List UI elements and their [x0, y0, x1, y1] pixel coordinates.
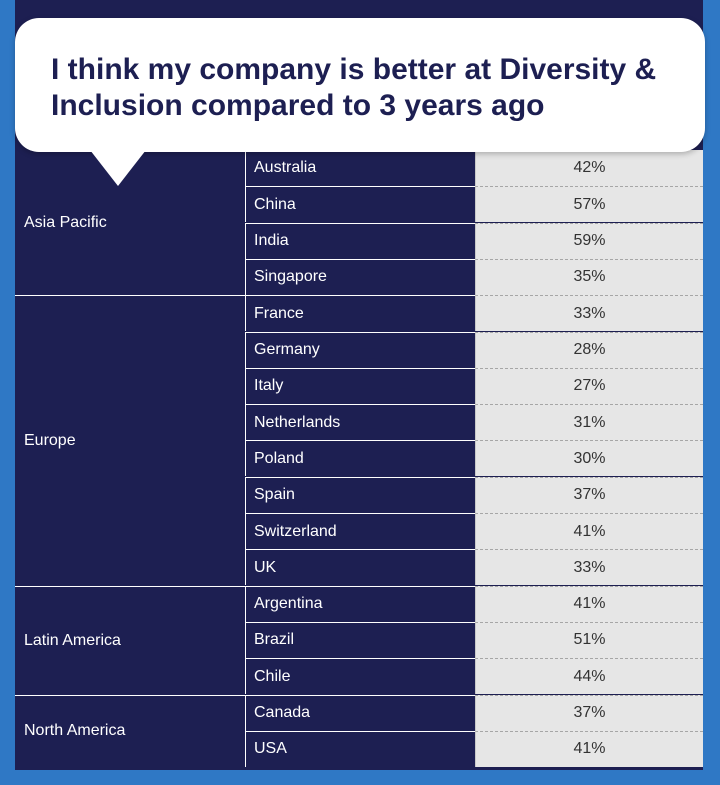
country-cell: Singapore: [245, 258, 475, 295]
value-cell: 57%: [475, 186, 703, 223]
value-cell: 33%: [475, 295, 703, 332]
value-cell: 28%: [475, 331, 703, 368]
value-cell: 51%: [475, 621, 703, 658]
country-cell: India: [245, 222, 475, 259]
table-row: Brazil 51%: [245, 621, 703, 658]
table-row: France 33%: [245, 295, 703, 332]
country-cell: Italy: [245, 367, 475, 404]
value-cell: 35%: [475, 258, 703, 295]
region-cell: Asia Pacific: [15, 150, 245, 295]
table-row: Switzerland 41%: [245, 513, 703, 549]
table-row: Italy 27%: [245, 367, 703, 404]
country-cell: Switzerland: [245, 513, 475, 549]
table-row: Germany 28%: [245, 331, 703, 368]
value-cell: 59%: [475, 222, 703, 259]
country-cell: USA: [245, 730, 475, 767]
region-cell: North America: [15, 694, 245, 768]
value-cell: 41%: [475, 730, 703, 767]
value-cell: 44%: [475, 658, 703, 695]
table-row: Singapore 35%: [245, 258, 703, 295]
table-row: Argentina 41%: [245, 585, 703, 622]
chart-title: I think my company is better at Diversit…: [51, 53, 657, 122]
value-cell: 37%: [475, 694, 703, 731]
table-row: Netherlands 31%: [245, 404, 703, 441]
table-row: Poland 30%: [245, 440, 703, 477]
region-label: Asia Pacific: [24, 213, 107, 231]
table-row: Spain 37%: [245, 476, 703, 513]
value-cell: 41%: [475, 513, 703, 549]
table-row: China 57%: [245, 186, 703, 223]
country-cell: Germany: [245, 331, 475, 368]
speech-bubble-tail: [90, 150, 146, 186]
table-row: Canada 37%: [245, 694, 703, 731]
country-cell: Brazil: [245, 621, 475, 658]
value-cell: 33%: [475, 549, 703, 586]
country-cell: Argentina: [245, 585, 475, 622]
country-cell: China: [245, 186, 475, 223]
country-cell: UK: [245, 549, 475, 586]
table-row: Chile 44%: [245, 658, 703, 695]
region-label: North America: [24, 722, 126, 740]
value-cell: 42%: [475, 150, 703, 186]
table-row: India 59%: [245, 222, 703, 259]
region-label: Latin America: [24, 631, 121, 649]
value-cell: 27%: [475, 367, 703, 404]
country-cell: Poland: [245, 440, 475, 477]
value-cell: 41%: [475, 585, 703, 622]
value-cell: 37%: [475, 476, 703, 513]
table-row: UK 33%: [245, 549, 703, 586]
country-cell: France: [245, 295, 475, 332]
country-cell: Chile: [245, 658, 475, 695]
country-cell: Australia: [245, 150, 475, 186]
region-cell: Europe: [15, 295, 245, 585]
value-cell: 30%: [475, 440, 703, 477]
title-speech-bubble: I think my company is better at Diversit…: [15, 18, 705, 152]
country-cell: Spain: [245, 476, 475, 513]
region-cell: Latin America: [15, 585, 245, 695]
table-row: USA 41%: [245, 730, 703, 767]
value-cell: 31%: [475, 404, 703, 441]
table-row: Australia 42%: [245, 150, 703, 186]
region-label: Europe: [24, 431, 76, 449]
country-cell: Netherlands: [245, 404, 475, 441]
country-cell: Canada: [245, 694, 475, 731]
